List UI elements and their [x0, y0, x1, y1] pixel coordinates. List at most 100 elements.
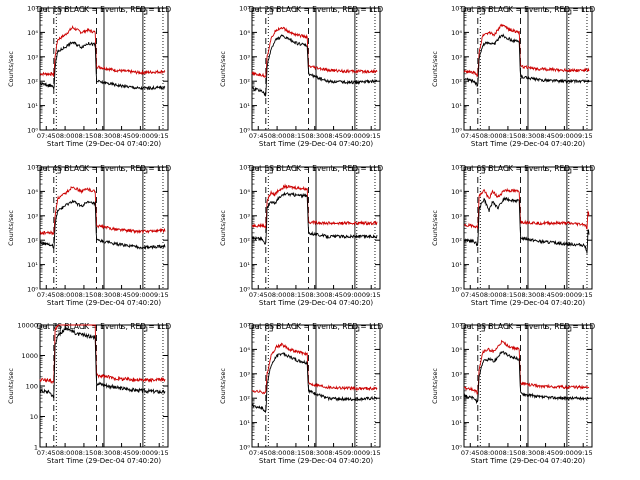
- x-tick-label: 09:15: [150, 449, 169, 457]
- interval-bracket: [269, 168, 273, 174]
- y-tick-label: 10²: [239, 395, 250, 403]
- y-axis-label: Counts/sec: [219, 51, 227, 87]
- interval-bracket: [57, 9, 61, 15]
- lld-curve: [251, 26, 378, 78]
- y-axis-label: Counts/sec: [7, 51, 15, 87]
- x-tick-label: 08:15: [499, 132, 518, 140]
- x-tick-label: 09:15: [574, 291, 593, 299]
- x-tick-label: 08:15: [499, 291, 518, 299]
- y-tick-label: 10²: [239, 78, 250, 86]
- y-tick-label: 10⁰: [239, 444, 250, 452]
- y-tick-label: 10⁰: [27, 286, 38, 294]
- interval-bracket: [355, 326, 360, 332]
- x-tick-label: 09:00: [555, 291, 574, 299]
- y-tick-label: 10⁴: [239, 29, 250, 37]
- x-tick-label: 08:00: [268, 291, 287, 299]
- x-tick-label: 09:00: [343, 449, 362, 457]
- x-tick-label: 09:15: [150, 291, 169, 299]
- x-tick-label: 08:15: [287, 291, 306, 299]
- y-tick-label: 10⁵: [27, 5, 38, 13]
- y-tick-label: 10⁰: [27, 127, 38, 135]
- lld-curve: [39, 186, 166, 236]
- x-axis-label: Start Time (29-Dec-04 07:40:20): [471, 299, 585, 307]
- y-tick-label: 10¹: [27, 261, 38, 269]
- y-tick-label: 10²: [27, 237, 38, 245]
- y-tick-label: 100: [26, 383, 38, 391]
- x-axis-label: Start Time (29-Dec-04 07:40:20): [47, 457, 161, 465]
- x-tick-label: 09:15: [362, 291, 381, 299]
- y-tick-label: 10³: [451, 53, 462, 61]
- x-tick-label: 08:45: [324, 449, 343, 457]
- y-tick-label: 1: [34, 444, 38, 452]
- x-axis-label: Start Time (29-Dec-04 07:40:20): [471, 457, 585, 465]
- y-tick-label: 10¹: [239, 261, 250, 269]
- y-axis-label: Counts/sec: [219, 210, 227, 246]
- y-axis-label: Counts/sec: [7, 368, 15, 404]
- x-axis-label: Start Time (29-Dec-04 07:40:20): [47, 299, 161, 307]
- detector-panel: Det 1S BLACK = Events, RED = LLDCounts/s…: [7, 5, 171, 149]
- x-tick-label: 08:00: [480, 291, 499, 299]
- y-tick-label: 10⁴: [239, 346, 250, 354]
- y-tick-label: 10¹: [239, 419, 250, 427]
- events-curve: [251, 191, 378, 245]
- events-curve: [39, 41, 166, 91]
- x-tick-label: 08:15: [287, 449, 306, 457]
- x-tick-label: 09:15: [362, 132, 381, 140]
- detector-panel: Det 3S BLACK = Events, RED = LLDCounts/s…: [431, 5, 595, 149]
- x-axis-label: Start Time (29-Dec-04 07:40:20): [471, 140, 585, 148]
- events-curve: [39, 327, 166, 399]
- x-axis-label: Start Time (29-Dec-04 07:40:20): [259, 457, 373, 465]
- x-axis-label: Start Time (29-Dec-04 07:40:20): [259, 140, 373, 148]
- x-tick-label: 08:30: [93, 291, 112, 299]
- interval-bracket: [567, 326, 572, 332]
- y-tick-label: 10²: [451, 237, 462, 245]
- interval-bracket: [355, 168, 360, 174]
- y-tick-label: 10⁰: [451, 444, 462, 452]
- y-tick-label: 10²: [27, 78, 38, 86]
- x-tick-label: 08:30: [517, 449, 536, 457]
- x-tick-label: 09:15: [150, 132, 169, 140]
- lld-curve: [463, 187, 590, 230]
- y-tick-label: 10⁵: [27, 164, 38, 172]
- x-tick-label: 07:45: [37, 449, 56, 457]
- interval-bracket: [57, 326, 61, 332]
- interval-bracket: [567, 9, 572, 15]
- x-tick-label: 09:00: [131, 449, 150, 457]
- y-tick-label: 10³: [239, 370, 250, 378]
- x-tick-label: 08:15: [75, 132, 94, 140]
- y-tick-label: 10²: [451, 78, 462, 86]
- detector-panel: Det 6S BLACK = Events, RED = LLDCounts/s…: [431, 164, 595, 308]
- y-tick-label: 10¹: [451, 261, 462, 269]
- y-tick-label: 10⁴: [27, 29, 38, 37]
- y-tick-label: 10⁰: [239, 286, 250, 294]
- x-tick-label: 08:00: [56, 449, 75, 457]
- y-axis-label: Counts/sec: [431, 51, 439, 87]
- y-tick-label: 10⁴: [451, 346, 462, 354]
- interval-bracket: [269, 326, 273, 332]
- x-tick-label: 09:00: [343, 291, 362, 299]
- y-tick-label: 10⁵: [239, 5, 250, 13]
- detector-panel: Det 5S BLACK = Events, RED = LLDCounts/s…: [219, 164, 383, 308]
- y-axis-label: Counts/sec: [219, 368, 227, 404]
- x-tick-label: 09:00: [131, 291, 150, 299]
- detector-panel: Det 8S BLACK = Events, RED = LLDCounts/s…: [219, 322, 383, 466]
- y-tick-label: 10³: [451, 212, 462, 220]
- x-tick-label: 09:00: [131, 132, 150, 140]
- x-tick-label: 08:45: [536, 291, 555, 299]
- lld-curve: [251, 183, 378, 230]
- x-tick-label: 08:00: [56, 291, 75, 299]
- x-tick-label: 08:45: [112, 132, 131, 140]
- interval-bracket: [567, 168, 572, 174]
- x-tick-label: 08:45: [536, 132, 555, 140]
- y-axis-label: Counts/sec: [7, 210, 15, 246]
- x-tick-label: 08:45: [536, 449, 555, 457]
- x-tick-label: 08:30: [305, 132, 324, 140]
- x-tick-label: 07:45: [37, 132, 56, 140]
- x-tick-label: 08:00: [268, 449, 287, 457]
- detector-panel: Det 7S BLACK = Events, RED = LLDCounts/s…: [7, 322, 171, 466]
- x-tick-label: 08:30: [517, 132, 536, 140]
- x-tick-label: 08:15: [499, 449, 518, 457]
- lld-curve: [39, 324, 166, 385]
- y-axis-label: Counts/sec: [431, 210, 439, 246]
